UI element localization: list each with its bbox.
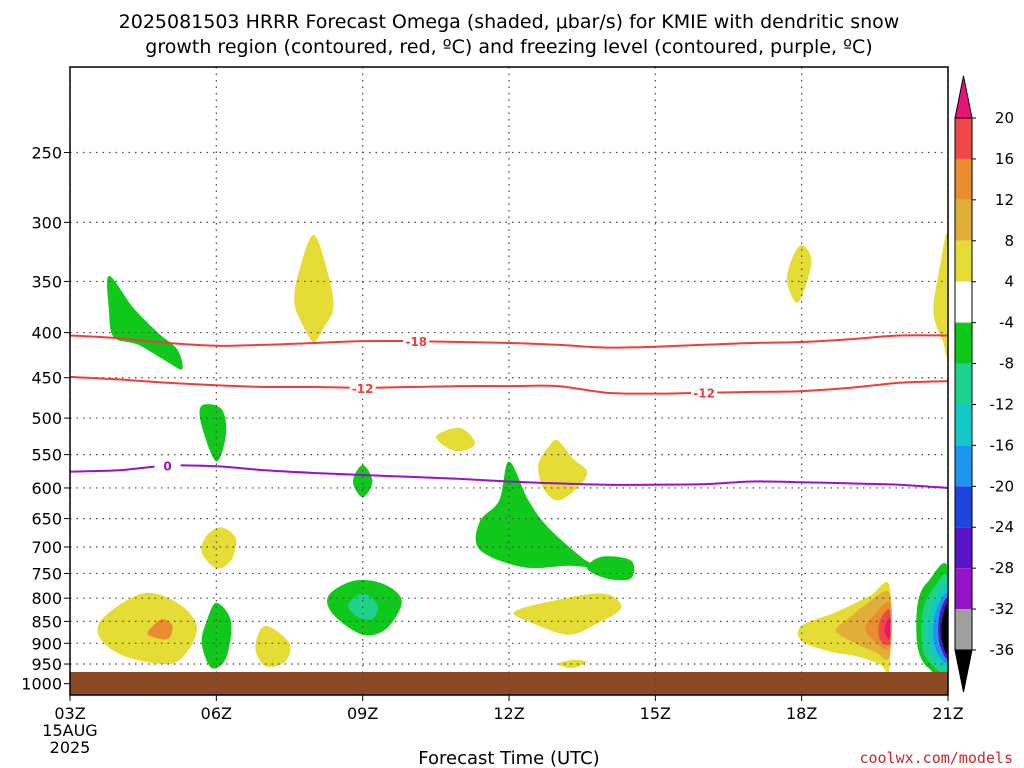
colorbar-tick-label: 12: [995, 191, 1014, 209]
colorbar-tick-label: 8: [1004, 232, 1014, 250]
colorbar-tick-label: 4: [1004, 273, 1014, 291]
time-tick-label: 12Z: [493, 704, 524, 723]
omega-shaded-region: [884, 616, 891, 640]
pressure-tick-label: 400: [31, 324, 62, 343]
omega-shaded-region: [199, 404, 227, 462]
contour-line: [70, 464, 948, 489]
time-tick-sublabel: 15AUG: [42, 721, 97, 740]
pressure-tick-label: 300: [31, 213, 62, 232]
pressure-tick-label: 700: [31, 538, 62, 557]
colorbar-tick-label: -20: [990, 477, 1015, 495]
colorbar-band: [955, 158, 972, 200]
omega-shaded-region: [147, 619, 173, 640]
pressure-tick-label: 500: [31, 409, 62, 428]
pressure-axis: 250 300 350 400 450 500 550 600 650 700 750 800 850 9…: [21, 143, 70, 694]
colorbar-tick-label: -36: [990, 641, 1015, 659]
omega-shaded-region: [933, 232, 948, 359]
pressure-tick-label: 800: [31, 589, 62, 608]
contour-label-bg: [349, 379, 376, 395]
colorbar-band: [955, 568, 972, 610]
contour-label-bg: [154, 457, 181, 473]
colorbar-tick-label: -16: [990, 436, 1015, 454]
omega-shaded-region: [538, 440, 588, 501]
omega-shaded-region: [940, 603, 948, 655]
time-tick-label: 18Z: [786, 704, 817, 723]
chart-title-line-1: 2025081503 HRRR Forecast Omega (shaded, …: [119, 11, 900, 33]
pressure-tick-label: 250: [31, 143, 62, 162]
grid-lines: [69, 67, 949, 695]
omega-shaded-region: [557, 659, 587, 669]
time-tick-label: 09Z: [347, 704, 378, 723]
colorbar-bottom-triangle: [954, 649, 973, 693]
colorbar-frame: [954, 117, 973, 651]
contour-label-bg: [403, 333, 430, 349]
omega-shaded-layer: [97, 232, 948, 681]
time-tick-label: 15Z: [640, 704, 671, 723]
colorbar-band: [955, 609, 972, 650]
colorbar-tick-label: -32: [990, 600, 1015, 618]
colorbar-tick-label: -12: [990, 395, 1015, 413]
omega-shaded-region: [201, 602, 232, 669]
colorbar-band: [955, 118, 972, 159]
colorbar-tick-label: -24: [990, 518, 1015, 536]
contour-label: 0: [163, 460, 171, 474]
omega-shaded-region: [107, 275, 183, 370]
pressure-tick-label: 950: [31, 655, 62, 674]
time-tick-sublabel: 2025: [50, 738, 91, 757]
omega-colorbar: 20 16 12 8 4 -4 -8 -12 -16 -20 -24 -28 -32 -36: [954, 75, 1015, 693]
x-axis-label: Forecast Time (UTC): [418, 748, 599, 768]
omega-shaded-region: [435, 427, 475, 452]
credit-text: coolwx.com/models: [859, 749, 1013, 767]
pressure-tick-label: 600: [31, 479, 62, 498]
contour-line: [70, 375, 948, 395]
chart-title-line-2: growth region (contoured, red, ºC) and f…: [145, 36, 872, 58]
contour-line: [70, 334, 948, 349]
pressure-tick-label: 450: [31, 369, 62, 388]
contour-layer: -18 -12 -12 0: [70, 333, 948, 489]
omega-shaded-region: [201, 527, 237, 569]
omega-shaded-region: [255, 625, 291, 667]
omega-shaded-region: [786, 244, 812, 303]
colorbar-tick-label: -8: [999, 355, 1014, 373]
colorbar-tick-label: 20: [995, 109, 1014, 127]
pressure-tick-label: 1000: [21, 675, 62, 694]
contour-label: -12: [693, 387, 715, 401]
time-tick-label: 03Z: [54, 704, 85, 723]
pressure-tick-label: 850: [31, 612, 62, 631]
omega-shaded-region: [97, 592, 198, 665]
omega-shaded-region: [294, 234, 334, 342]
contour-label: -12: [352, 382, 374, 396]
contour-label-bg: [691, 384, 718, 400]
colorbar-band: [955, 281, 972, 323]
omega-shaded-region: [513, 593, 622, 635]
colorbar-band: [955, 445, 972, 487]
colorbar-top-triangle: [954, 75, 973, 119]
pressure-tick-label: 350: [31, 272, 62, 291]
pressure-tick-label: 650: [31, 510, 62, 529]
colorbar-band: [955, 199, 972, 241]
time-tick-label: 06Z: [201, 704, 232, 723]
contour-label: -18: [405, 335, 427, 349]
colorbar-tick-label: 16: [995, 150, 1014, 168]
pressure-tick-label: 550: [31, 446, 62, 465]
time-tick-label: 21Z: [932, 704, 963, 723]
pressure-tick-label: 900: [31, 634, 62, 653]
colorbar-band: [955, 527, 972, 569]
colorbar-tick-label: -28: [990, 559, 1015, 577]
colorbar-band: [955, 363, 972, 405]
colorbar-tick-label: -4: [999, 314, 1014, 332]
ground-below-surface: [70, 672, 948, 695]
omega-shaded-region: [586, 556, 635, 581]
colorbar-band: [955, 240, 972, 282]
omega-shaded-region: [352, 464, 373, 498]
pressure-tick-label: 750: [31, 564, 62, 583]
colorbar-band: [955, 322, 972, 364]
colorbar-band: [955, 404, 972, 446]
colorbar-band: [955, 486, 972, 528]
